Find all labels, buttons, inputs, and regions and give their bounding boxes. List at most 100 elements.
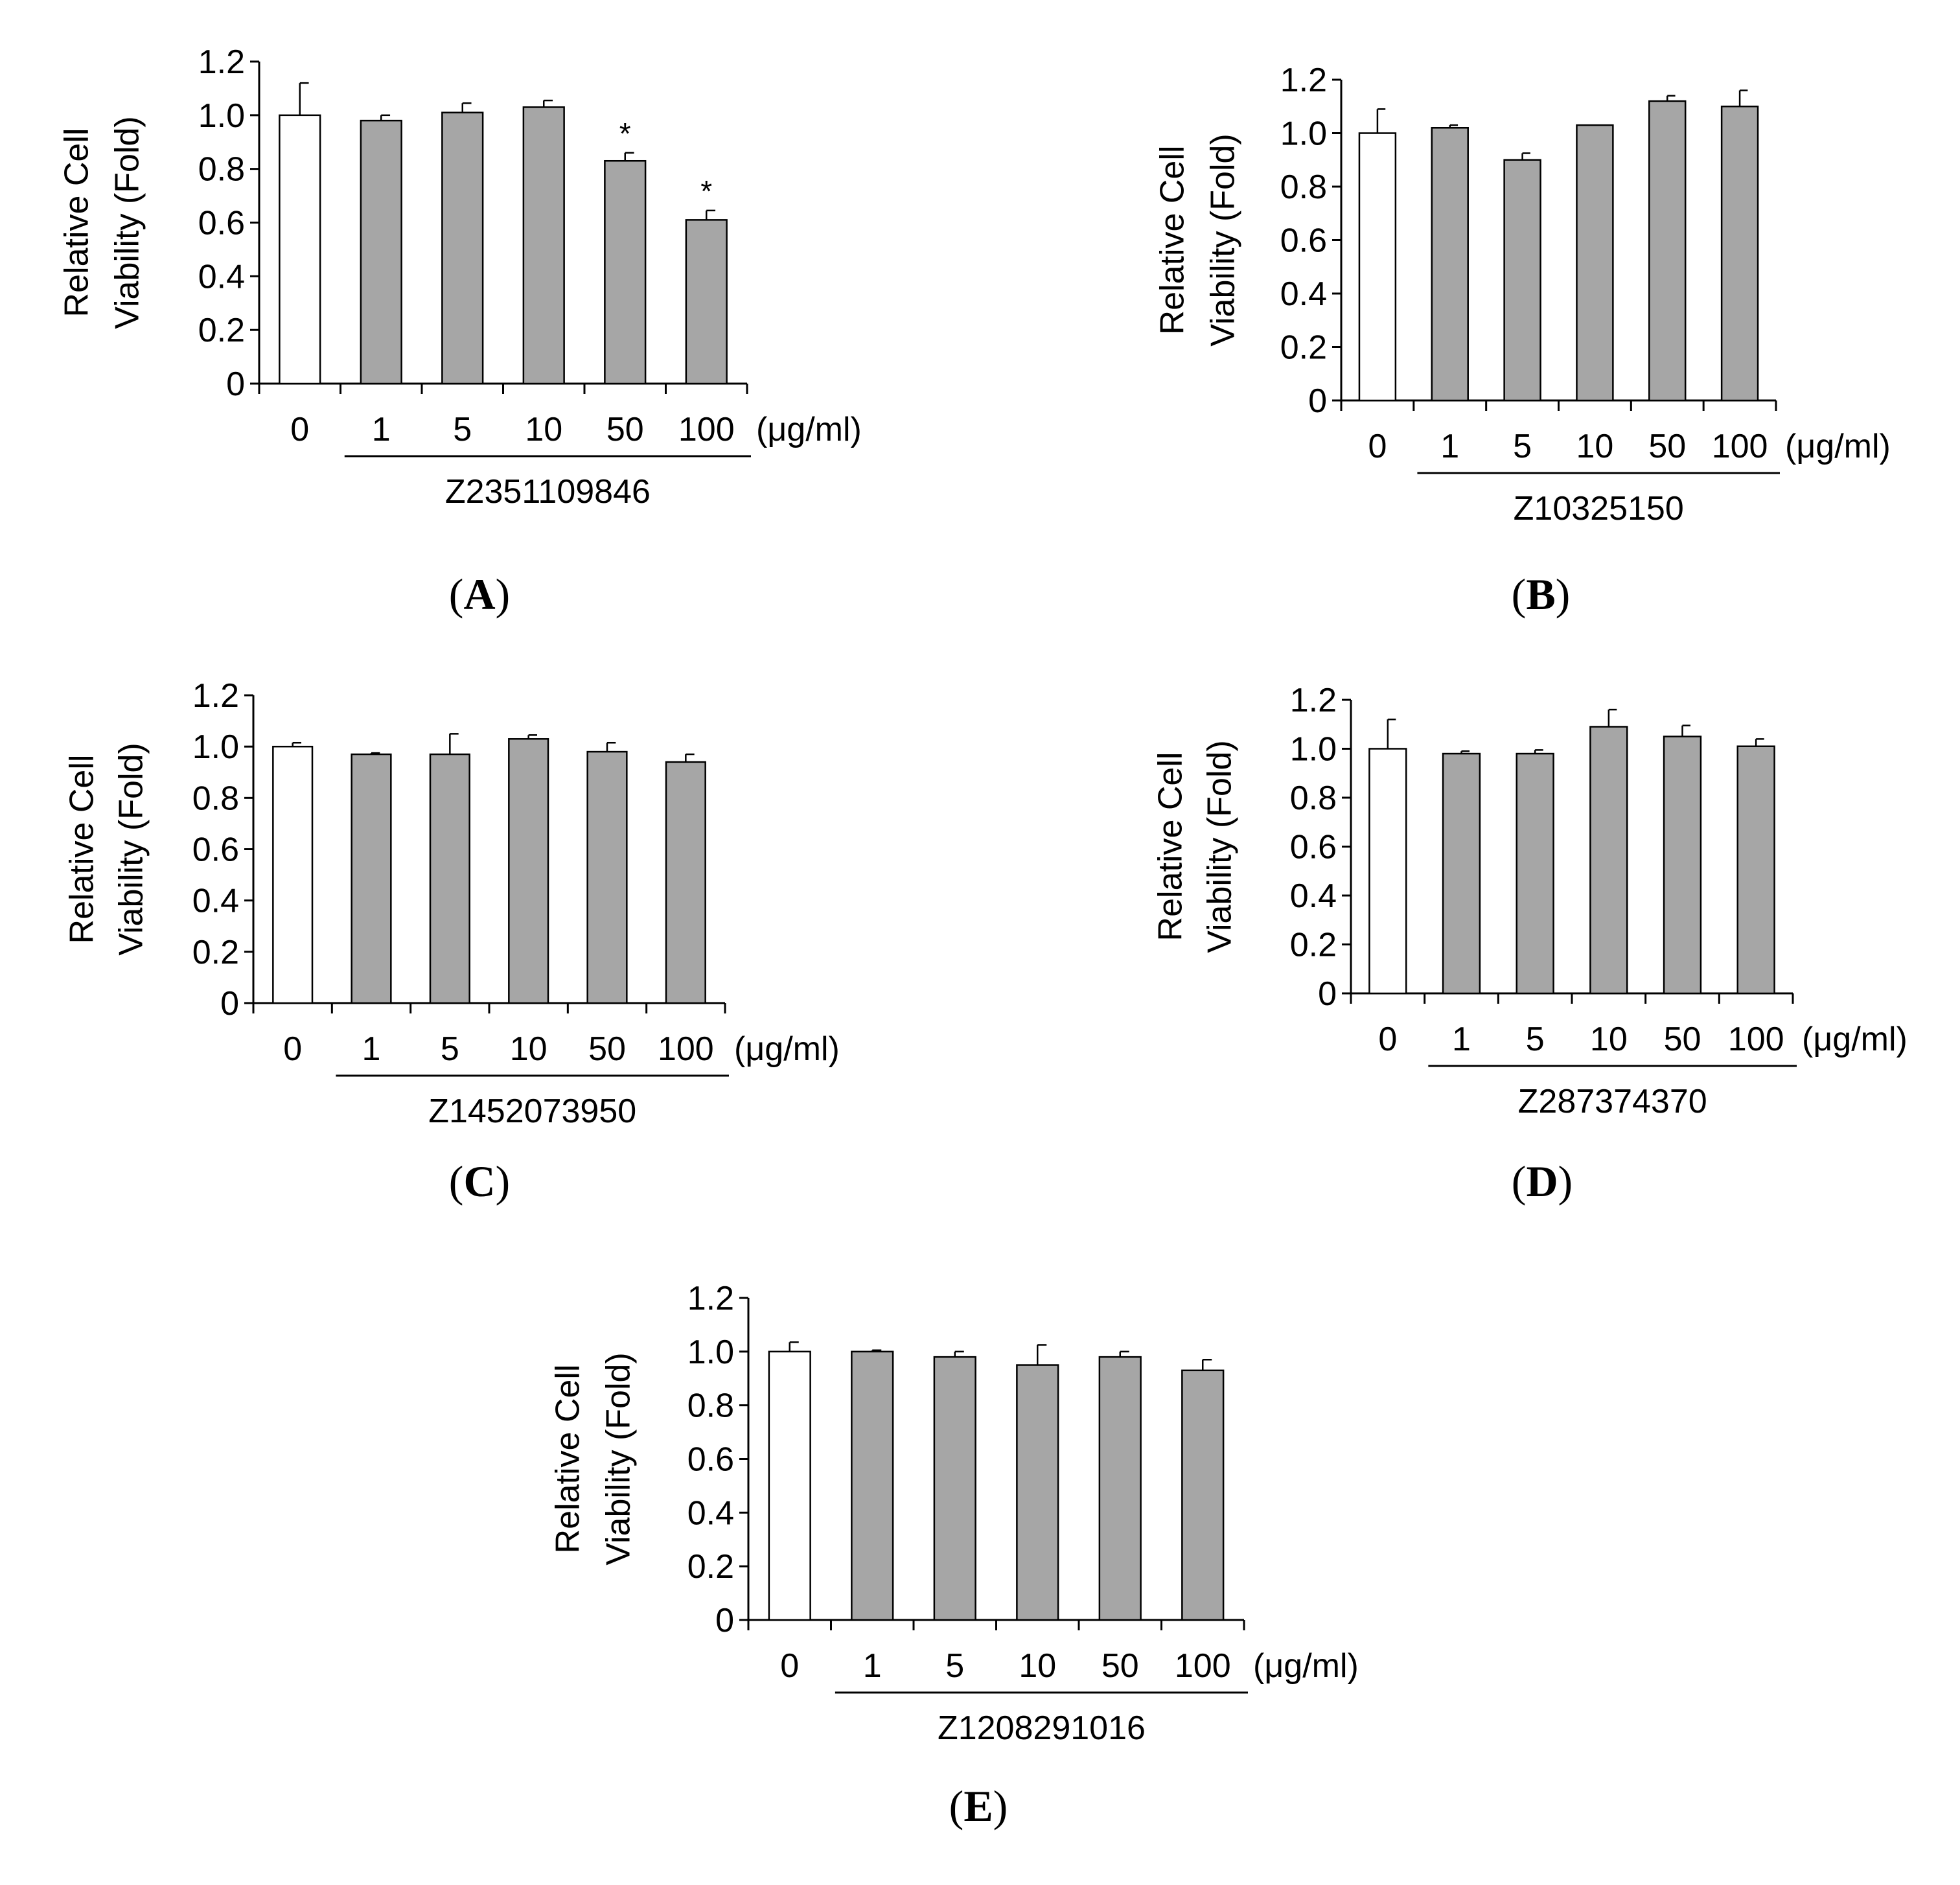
x-tick-label: 100 <box>678 411 735 448</box>
y-tick-label: 0.4 <box>198 258 245 295</box>
y-tick-label: 0.2 <box>687 1548 734 1586</box>
x-tick-label: 0 <box>283 1030 302 1068</box>
x-tick-label: 10 <box>525 411 562 448</box>
panel-label: (A) <box>449 570 510 619</box>
bar-a-1 <box>360 119 402 385</box>
bar-a-5 <box>441 111 484 385</box>
y-tick-label: 0.4 <box>687 1494 734 1532</box>
x-tick-label: 5 <box>945 1647 964 1685</box>
bar-c-0 <box>272 745 314 1004</box>
x-tick-label: 0 <box>290 411 309 448</box>
y-tick-label: 0 <box>226 365 245 403</box>
bar-d-1 <box>1442 752 1481 995</box>
bar-e-5 <box>933 1356 976 1621</box>
panel-label: (B) <box>1512 570 1571 619</box>
y-tick-label: 0 <box>1318 975 1337 1013</box>
bar-a-100 <box>685 219 728 385</box>
y-tick-label: 1.2 <box>198 43 245 81</box>
y-tick-label: 0.2 <box>1280 329 1327 367</box>
bar-b-100 <box>1720 106 1759 402</box>
y-tick-label: 1.2 <box>192 677 239 715</box>
x-tick-label: 0 <box>780 1647 799 1685</box>
y-tick-label: 0.2 <box>192 934 239 971</box>
bar-e-1 <box>851 1350 894 1621</box>
bar-a-0 <box>279 114 321 385</box>
x-tick-label: 100 <box>1712 428 1768 465</box>
y-tick-label: 0.6 <box>687 1441 734 1479</box>
significance-marker: * <box>700 174 712 208</box>
bar-c-10 <box>508 738 549 1004</box>
y-tick-label: 1.0 <box>1280 115 1327 153</box>
x-tick-label: 50 <box>606 411 644 448</box>
y-tick-label: 0.6 <box>198 205 245 242</box>
x-tick-label: 1 <box>1452 1021 1471 1058</box>
y-axis-label-line1: Relative Cell <box>549 1365 587 1554</box>
panel-e: 0 0.2 0.4 0.6 0.8 1.0 1.2 0 1 5 10 50 100 (μg/ml) Z120… <box>549 1280 1359 1831</box>
y-tick-label: 0.8 <box>192 780 239 817</box>
y-axis-label-line2: Viability (Fold) <box>600 1352 638 1565</box>
y-tick-label: 0.2 <box>198 312 245 349</box>
unit-label: (μg/ml) <box>1253 1647 1359 1685</box>
bar-e-0 <box>768 1350 811 1621</box>
y-tick-label: 0.8 <box>198 151 245 189</box>
x-tick-label: 10 <box>1590 1021 1628 1058</box>
y-tick-label: 0.2 <box>1290 927 1337 964</box>
y-axis-label-line1: Relative Cell <box>63 755 101 944</box>
x-tick-label: 5 <box>453 411 472 448</box>
bar-b-1 <box>1431 127 1469 402</box>
bar-d-50 <box>1663 735 1702 995</box>
x-tick-label: 0 <box>1378 1021 1397 1058</box>
bar-c-100 <box>665 761 706 1004</box>
unit-label: (μg/ml) <box>1785 428 1891 465</box>
y-axis-label-line1: Relative Cell <box>58 128 96 318</box>
bar-e-100 <box>1181 1369 1225 1621</box>
x-tick-label: 0 <box>1368 428 1387 465</box>
y-axis-label-line1: Relative Cell <box>1154 146 1192 335</box>
significance-marker: * <box>619 117 631 150</box>
y-tick-label: 1.0 <box>1290 731 1337 769</box>
compound-label: Z287374370 <box>1518 1083 1707 1120</box>
y-tick-label: 0.4 <box>192 883 239 920</box>
x-tick-label: 50 <box>1664 1021 1701 1058</box>
panel-c: 0 0.2 0.4 0.6 0.8 1.0 1.2 0 1 5 10 50 100 (μg/ml) Z145… <box>63 677 840 1206</box>
bar-a-10 <box>522 106 565 385</box>
bar-c-5 <box>429 753 470 1004</box>
x-tick-label: 5 <box>1513 428 1532 465</box>
x-tick-label: 1 <box>362 1030 381 1068</box>
bar-d-0 <box>1368 748 1407 995</box>
compound-label: Z1452073950 <box>428 1093 636 1130</box>
y-axis-label-line2: Viability (Fold) <box>1201 740 1239 953</box>
bar-b-0 <box>1358 132 1397 402</box>
x-tick-label: 5 <box>441 1030 459 1068</box>
y-tick-label: 1.2 <box>1290 682 1337 719</box>
panel-label: (E) <box>949 1781 1008 1831</box>
bar-e-10 <box>1016 1364 1059 1621</box>
y-tick-label: 1.0 <box>192 728 239 766</box>
x-tick-label: 50 <box>588 1030 626 1068</box>
bar-e-50 <box>1098 1356 1142 1621</box>
y-tick-label: 1.0 <box>198 97 245 135</box>
x-tick-label: 1 <box>1440 428 1459 465</box>
x-tick-label: 1 <box>863 1647 882 1685</box>
x-tick-label: 5 <box>1526 1021 1545 1058</box>
y-tick-label: 0 <box>220 985 239 1023</box>
x-tick-label: 1 <box>372 411 391 448</box>
bar-c-1 <box>351 753 392 1004</box>
y-axis-label-line2: Viability (Fold) <box>109 116 146 329</box>
bar-c-50 <box>586 750 628 1004</box>
y-axis-label-line1: Relative Cell <box>1152 752 1190 942</box>
unit-label: (μg/ml) <box>756 411 862 448</box>
bar-b-50 <box>1648 100 1687 402</box>
y-tick-label: 1.2 <box>687 1280 734 1317</box>
panel-d: 0 0.2 0.4 0.6 0.8 1.0 1.2 0 1 5 10 50 100 (μg/ml) Z287… <box>1152 682 1908 1206</box>
y-tick-label: 0 <box>1308 382 1327 420</box>
bar-d-5 <box>1516 752 1554 995</box>
x-tick-label: 100 <box>1175 1647 1231 1685</box>
y-tick-label: 0.6 <box>192 831 239 869</box>
compound-label: Z2351109846 <box>445 473 651 511</box>
panel-a: 0 0.2 0.4 0.6 0.8 1.0 1.2 0 1 5 10 * 50 * 100 (μg/ml) Z2… <box>58 43 862 619</box>
x-tick-label: 10 <box>1019 1647 1056 1685</box>
panel-label: (C) <box>449 1157 510 1206</box>
unit-label: (μg/ml) <box>734 1030 840 1068</box>
